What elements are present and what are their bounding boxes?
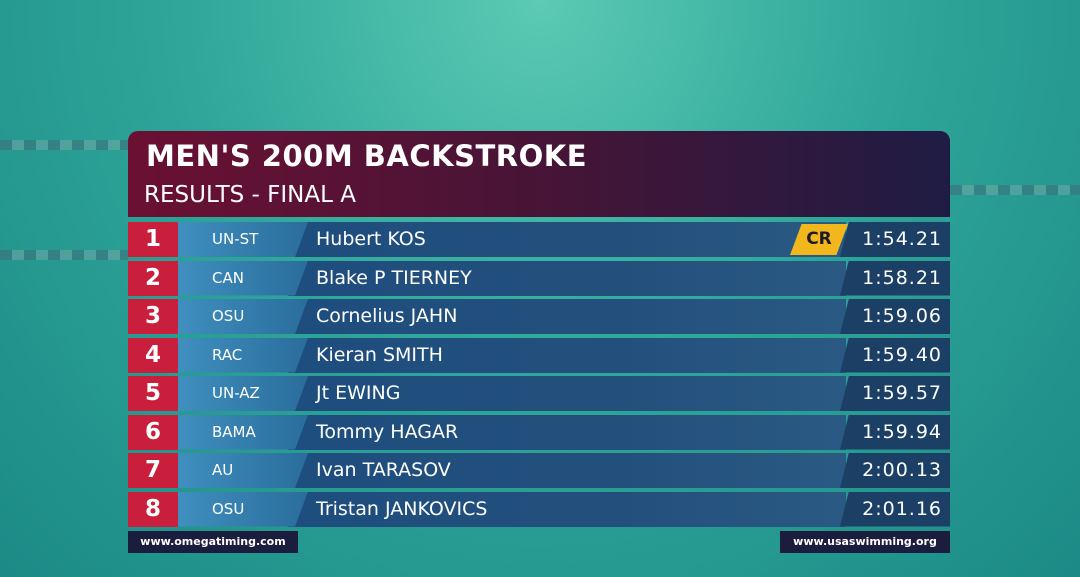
lane-rope	[0, 250, 128, 260]
time: 2:00.13	[862, 459, 942, 481]
lane-rope	[0, 140, 128, 150]
name-background	[288, 491, 846, 527]
team: RAC	[178, 337, 308, 373]
place: 8	[128, 491, 178, 527]
place: 6	[128, 414, 178, 450]
time: 1:59.40	[862, 343, 942, 366]
time: 1:58.21	[862, 266, 942, 289]
result-row: OSU 8 Tristan JANKOVICS 2:01.16	[128, 491, 950, 527]
result-row: UN-ST 1 Hubert KOS 1:54.21 CR	[128, 222, 950, 257]
title: MEN'S 200M BACKSTROKE	[146, 139, 588, 173]
record-badge: CR	[790, 224, 848, 255]
swimmer-name: Ivan TARASOV	[316, 459, 451, 481]
swimmer-name: Tommy HAGAR	[316, 420, 459, 443]
time-background: 1:59.06	[840, 299, 950, 334]
name-background	[288, 222, 846, 257]
name-background	[288, 260, 846, 296]
name-background	[288, 414, 846, 450]
swimmer-name: Tristan JANKOVICS	[316, 497, 488, 520]
time: 1:59.94	[862, 420, 942, 443]
time-background: 1:59.40	[840, 337, 950, 373]
swimmer-name: Hubert KOS	[316, 228, 426, 250]
time-background: 1:58.21	[840, 260, 950, 296]
time: 1:59.06	[862, 305, 942, 327]
result-row: UN-AZ 5 Jt EWING 1:59.57	[128, 376, 950, 411]
name-background	[288, 337, 846, 373]
swimmer-name: Kieran SMITH	[316, 343, 443, 366]
time-background: 1:59.57	[840, 376, 950, 411]
lane-rope	[950, 185, 1080, 195]
time: 1:54.21	[862, 228, 942, 250]
time-background: 1:54.21	[840, 222, 950, 257]
footer-left: www.omegatiming.com	[128, 531, 298, 553]
swimmer-name: Jt EWING	[316, 382, 401, 404]
time-background: 2:01.16	[840, 491, 950, 527]
place: 5	[128, 376, 178, 411]
time-background: 2:00.13	[840, 453, 950, 488]
team: OSU	[178, 491, 308, 527]
place: 3	[128, 299, 178, 334]
swimmer-name: Blake P TIERNEY	[316, 266, 472, 289]
name-background	[288, 299, 846, 334]
team: CAN	[178, 260, 308, 296]
team: BAMA	[178, 414, 308, 450]
swimmer-name: Cornelius JAHN	[316, 305, 458, 327]
footer-right: www.usaswimming.org	[780, 531, 950, 553]
place: 4	[128, 337, 178, 373]
result-row: RAC 4 Kieran SMITH 1:59.40	[128, 337, 950, 373]
time: 1:59.57	[862, 382, 942, 404]
header: MEN'S 200M BACKSTROKE RESULTS - FINAL A	[128, 131, 950, 217]
name-background	[288, 453, 846, 488]
subtitle: RESULTS - FINAL A	[144, 182, 356, 208]
place: 2	[128, 260, 178, 296]
result-row: CAN 2 Blake P TIERNEY 1:58.21	[128, 260, 950, 296]
place: 1	[128, 222, 178, 257]
team: UN-ST	[178, 222, 308, 257]
place: 7	[128, 453, 178, 488]
name-background	[288, 376, 846, 411]
results-panel: MEN'S 200M BACKSTROKE RESULTS - FINAL A …	[128, 131, 950, 553]
team: UN-AZ	[178, 376, 308, 411]
time: 2:01.16	[862, 497, 942, 520]
team: OSU	[178, 299, 308, 334]
team: AU	[178, 453, 308, 488]
result-row: OSU 3 Cornelius JAHN 1:59.06	[128, 299, 950, 334]
time-background: 1:59.94	[840, 414, 950, 450]
result-row: AU 7 Ivan TARASOV 2:00.13	[128, 453, 950, 488]
result-row: BAMA 6 Tommy HAGAR 1:59.94	[128, 414, 950, 450]
